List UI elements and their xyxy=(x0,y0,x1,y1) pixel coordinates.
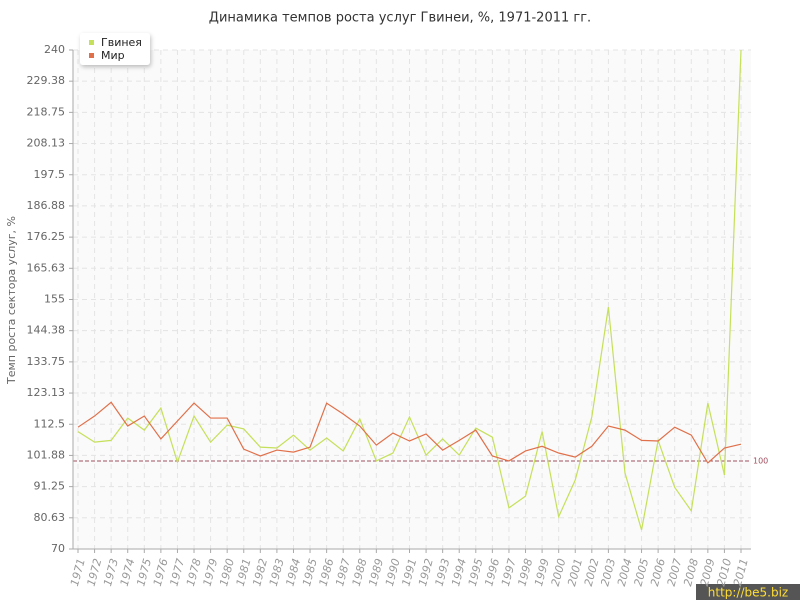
y-tick-label: 112.5 xyxy=(34,417,66,430)
watermark-bg xyxy=(696,584,800,600)
watermark: http://be5.biz xyxy=(708,586,788,600)
series-line xyxy=(77,49,742,531)
y-tick-label: 218.75 xyxy=(27,105,66,118)
y-tick-label: 80.63 xyxy=(34,511,66,524)
y-axis-label: Темп роста сектора услуг, % xyxy=(5,216,18,385)
legend-label: Мир xyxy=(101,49,125,62)
chart-title: Динамика темпов роста услуг Гвинеи, %, 1… xyxy=(209,11,591,26)
series-line xyxy=(77,401,742,464)
x-tick-label: 2011 xyxy=(731,557,751,587)
y-tick-label: 176.25 xyxy=(27,230,66,243)
reference-label: 100 xyxy=(753,456,768,465)
legend-swatch xyxy=(89,40,94,45)
y-tick-label: 197.5 xyxy=(34,168,66,181)
legend-label: Гвинея xyxy=(101,36,142,49)
y-tick-label: 91.25 xyxy=(34,480,66,493)
y-tick-label: 229.38 xyxy=(27,74,66,87)
y-tick-label: 144.38 xyxy=(27,324,66,337)
y-tick-label: 70 xyxy=(51,542,65,555)
y-tick-label: 186.88 xyxy=(27,199,66,212)
y-tick-label: 155 xyxy=(44,293,65,306)
y-tick-label: 208.13 xyxy=(27,137,66,150)
y-tick-label: 101.88 xyxy=(27,448,66,461)
y-tick-label: 123.13 xyxy=(27,386,66,399)
y-tick-label: 240 xyxy=(44,43,65,56)
marks xyxy=(73,49,751,531)
legend-box xyxy=(80,33,150,65)
legend-swatch xyxy=(89,53,94,58)
grid xyxy=(69,49,751,553)
y-tick-label: 133.75 xyxy=(27,355,66,368)
y-tick-label: 165.63 xyxy=(27,261,66,274)
